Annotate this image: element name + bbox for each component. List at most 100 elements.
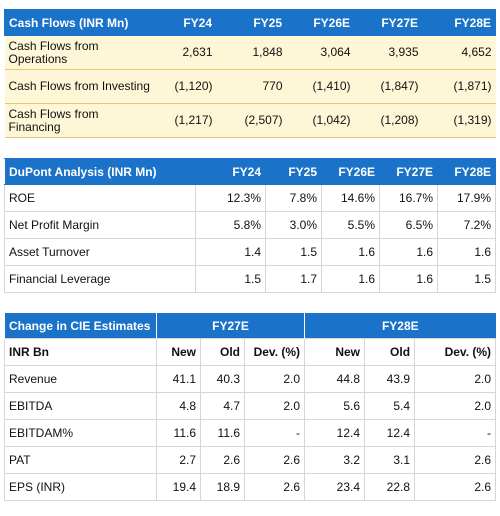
- table-row: Net Profit Margin 5.8% 3.0% 5.5% 6.5% 7.…: [4, 211, 496, 239]
- cell-value: (2,507): [216, 103, 287, 138]
- dupont-header-row: DuPont Analysis (INR Mn) FY24 FY25 FY26E…: [4, 158, 496, 185]
- cell-value: 17.9%: [437, 184, 496, 212]
- cell-value: (1,871): [422, 69, 496, 104]
- cell-value: 5.4: [364, 392, 416, 420]
- subheader-unit: INR Bn: [4, 338, 157, 366]
- cell-value: (1,410): [286, 69, 355, 104]
- table-row: PAT 2.7 2.6 2.6 3.2 3.1 2.6: [4, 446, 497, 474]
- dupont-col-fy28e: FY28E: [437, 158, 496, 185]
- estimates-subheader-row: INR Bn New Old Dev. (%) New Old Dev. (%): [4, 338, 497, 366]
- dupont-title: DuPont Analysis (INR Mn): [4, 158, 196, 185]
- subheader-dev: Dev. (%): [243, 338, 306, 366]
- cell-value: 44.8: [304, 365, 366, 393]
- row-label: EBITDA: [4, 392, 157, 420]
- cell-value: 5.8%: [195, 211, 266, 239]
- cash-flows-col-fy26e: FY26E: [286, 9, 355, 36]
- subheader-dev: Dev. (%): [414, 338, 497, 366]
- row-label: EPS (INR): [4, 473, 157, 501]
- table-row: Cash Flows from Financing (1,217) (2,507…: [4, 103, 496, 138]
- cell-value: 1.4: [195, 238, 266, 266]
- cell-value: 2.0: [414, 365, 497, 393]
- cell-value: (1,120): [154, 69, 217, 104]
- row-label: PAT: [4, 446, 157, 474]
- cell-value: 1.5: [195, 265, 266, 293]
- cell-value: (1,319): [422, 103, 496, 138]
- cash-flows-col-fy27e: FY27E: [354, 9, 423, 36]
- cell-value: 1.7: [265, 265, 322, 293]
- row-label: Cash Flows from Investing: [4, 69, 155, 104]
- table-row: EBITDA 4.8 4.7 2.0 5.6 5.4 2.0: [4, 392, 497, 420]
- subheader-new: New: [304, 338, 366, 366]
- cash-flows-title: Cash Flows (INR Mn): [4, 9, 155, 36]
- dupont-col-fy26e: FY26E: [321, 158, 380, 185]
- cell-value: 16.7%: [379, 184, 438, 212]
- cell-value: (1,217): [154, 103, 217, 138]
- cell-value: 1.6: [321, 238, 380, 266]
- cell-value: 11.6: [200, 419, 245, 447]
- cell-value: 3.1: [364, 446, 416, 474]
- row-label: EBITDAM%: [4, 419, 157, 447]
- cell-value: (1,042): [286, 103, 355, 138]
- table-row: Cash Flows from Operations 2,631 1,848 3…: [4, 35, 496, 70]
- cash-flows-table: Cash Flows (INR Mn) FY24 FY25 FY26E FY27…: [4, 9, 496, 138]
- cell-value: 2.6: [243, 446, 306, 474]
- cell-value: -: [414, 419, 497, 447]
- cell-value: 5.6: [304, 392, 366, 420]
- cell-value: 1.6: [379, 265, 438, 293]
- cell-value: 1,848: [216, 35, 287, 70]
- table-row: Cash Flows from Investing (1,120) 770 (1…: [4, 69, 496, 104]
- cell-value: 1.5: [437, 265, 496, 293]
- cell-value: 4.7: [200, 392, 245, 420]
- cell-value: 3,064: [286, 35, 355, 70]
- cell-value: 2.0: [414, 392, 497, 420]
- subheader-new: New: [156, 338, 201, 366]
- table-row: EBITDAM% 11.6 11.6 - 12.4 12.4 -: [4, 419, 497, 447]
- cell-value: 2.0: [243, 365, 306, 393]
- cell-value: 40.3: [200, 365, 245, 393]
- cell-value: 19.4: [156, 473, 201, 501]
- cell-value: 1.5: [265, 238, 322, 266]
- cell-value: 4,652: [422, 35, 496, 70]
- subheader-old: Old: [200, 338, 245, 366]
- estimates-group-fy28e: FY28E: [304, 313, 496, 339]
- cell-value: 2.6: [243, 473, 306, 501]
- cell-value: 12.4: [304, 419, 366, 447]
- row-label: ROE: [4, 184, 196, 212]
- cell-value: (1,208): [354, 103, 423, 138]
- cell-value: 1.6: [379, 238, 438, 266]
- cell-value: 12.4: [364, 419, 416, 447]
- cell-value: 14.6%: [321, 184, 380, 212]
- table-row: Revenue 41.1 40.3 2.0 44.8 43.9 2.0: [4, 365, 497, 393]
- cell-value: 6.5%: [379, 211, 438, 239]
- cash-flows-header-row: Cash Flows (INR Mn) FY24 FY25 FY26E FY27…: [4, 9, 496, 36]
- table-row: Asset Turnover 1.4 1.5 1.6 1.6 1.6: [4, 238, 496, 266]
- cell-value: 770: [216, 69, 287, 104]
- cash-flows-col-fy28e: FY28E: [422, 9, 496, 36]
- estimates-group-fy27e: FY27E: [155, 313, 305, 339]
- cell-value: 12.3%: [195, 184, 266, 212]
- cell-value: 23.4: [304, 473, 366, 501]
- cell-value: 18.9: [200, 473, 245, 501]
- table-row: ROE 12.3% 7.8% 14.6% 16.7% 17.9%: [4, 184, 496, 212]
- cell-value: 2.7: [156, 446, 201, 474]
- subheader-old: Old: [364, 338, 416, 366]
- row-label: Cash Flows from Financing: [4, 103, 155, 138]
- dupont-col-fy24: FY24: [195, 158, 266, 185]
- cell-value: 2.0: [243, 392, 306, 420]
- cell-value: 43.9: [364, 365, 416, 393]
- table-row: Financial Leverage 1.5 1.7 1.6 1.6 1.5: [4, 265, 496, 293]
- cell-value: 5.5%: [321, 211, 380, 239]
- cash-flows-col-fy25: FY25: [216, 9, 287, 36]
- cell-value: 7.8%: [265, 184, 322, 212]
- estimates-header-row: Change in CIE Estimates FY27E FY28E: [4, 313, 496, 339]
- cell-value: -: [243, 419, 306, 447]
- row-label: Revenue: [4, 365, 157, 393]
- cell-value: 41.1: [156, 365, 201, 393]
- row-label: Net Profit Margin: [4, 211, 196, 239]
- estimates-table: Change in CIE Estimates FY27E FY28E INR …: [4, 313, 497, 501]
- row-label: Asset Turnover: [4, 238, 196, 266]
- cell-value: 3.0%: [265, 211, 322, 239]
- cell-value: 2.6: [414, 473, 497, 501]
- row-label: Financial Leverage: [4, 265, 196, 293]
- cell-value: 3,935: [354, 35, 423, 70]
